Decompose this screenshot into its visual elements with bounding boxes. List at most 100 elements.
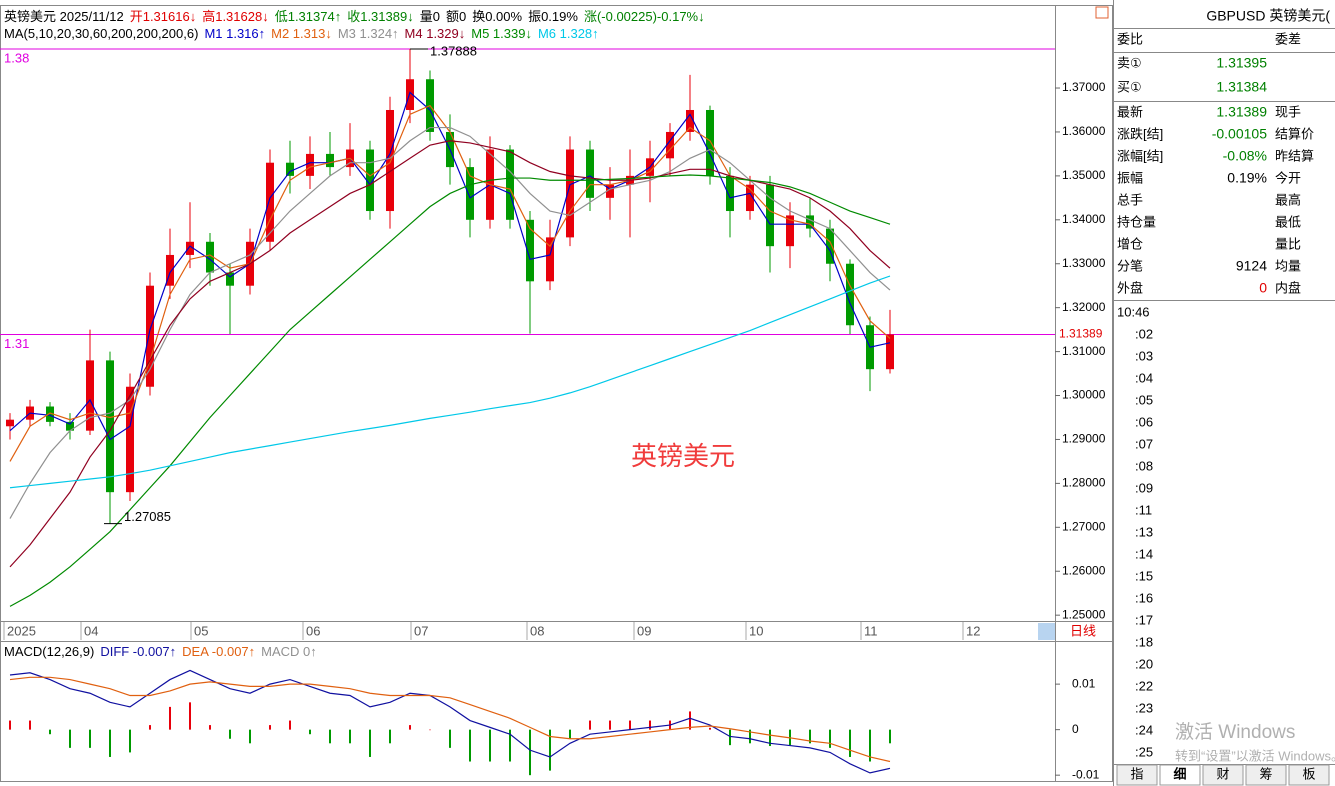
x-tick-label: 09 [637,623,651,638]
panel-tab[interactable]: 指 [1116,764,1158,786]
y-tick-label: 1.26000 [1062,563,1106,577]
tick-time: :05 [1135,392,1153,407]
os-watermark: 转到“设置”以激活 Windows。 [1175,748,1335,763]
y-tick-label: -0.01 [1072,767,1100,781]
tick-time: 10:46 [1117,304,1150,319]
panel-tab[interactable]: 财 [1202,764,1244,786]
x-tick-label: 07 [414,623,428,638]
macd-bar [549,729,551,771]
macd-bar [149,725,151,730]
ma-legend: MA(5,10,20,30,60,200,200,200,6) M1 1.316↑… [4,26,599,41]
quote-field: 涨(-0.00225)-0.17%↓ [583,9,705,24]
tick-time: :25 [1135,744,1153,759]
candle-body [466,167,474,220]
ma-legend-item: M3 1.324↑ [337,26,399,41]
macd-bar [169,706,171,730]
candle-body [766,184,774,247]
candle-body [706,109,714,176]
candle-body [826,228,834,264]
quote-field: 换0.00% [472,9,523,24]
candle-body [786,215,794,247]
candle-body [306,153,314,176]
candle-body [86,360,94,431]
quote-field: 英镑美元 2025/11/12 [4,9,124,24]
macd-legend-item: DIFF -0.007↑ [100,644,177,659]
field-label: 均量 [1275,258,1301,273]
field-label: 外盘 [1117,280,1143,295]
macd-bar [49,729,51,735]
panel-tab[interactable]: 细 [1159,764,1201,786]
candle-body [6,419,14,427]
ma-line [9,104,891,462]
tab-label: 财 [1216,766,1229,781]
tick-time: :07 [1135,436,1153,451]
macd-bar [249,729,251,744]
panel-tab[interactable]: 板 [1288,764,1330,786]
y-tick-label: 1.37000 [1062,80,1106,94]
tab-box [1202,764,1244,786]
tab-label: 板 [1302,766,1315,781]
field-label: 现手 [1275,104,1301,119]
quote-field: 开1.31616↓ [129,9,197,24]
y-tick-label: 1.25000 [1062,607,1106,621]
field-label: 委差 [1275,31,1301,46]
macd-bar [409,725,411,730]
field-label: 增仓 [1117,236,1143,251]
field-value: 1.31384 [1216,79,1267,95]
y-tick-label: 1.35000 [1062,168,1106,182]
x-tick-label: 08 [530,623,544,638]
tick-time: :02 [1135,326,1153,341]
field-label: 今开 [1275,170,1301,185]
macd-bar [509,729,511,762]
tick-time: :18 [1135,634,1153,649]
field-label: 昨结算 [1275,148,1314,163]
ma-line [9,91,891,441]
macd-line [9,669,891,774]
panel-tab[interactable]: 筹 [1245,764,1287,786]
field-label: 结算价 [1275,126,1314,141]
macd-bar [589,720,591,730]
macd-legend: MACD(12,26,9) DIFF -0.007↑ DEA -0.007↑ MACD… [4,644,317,659]
y-tick-label: 1.33000 [1062,256,1106,270]
field-value: -0.00105 [1212,126,1267,142]
y-tick-label: 1.34000 [1062,212,1106,226]
macd-bar [849,729,851,757]
x-tick-label: 06 [306,623,320,638]
tick-time: :22 [1135,678,1153,693]
candle-body [66,421,74,431]
tick-time: :09 [1135,480,1153,495]
y-tick-label: 1.28000 [1062,476,1106,490]
macd-bar [289,720,291,730]
field-label: 委比 [1117,31,1143,46]
tab-label: 指 [1130,766,1143,781]
ma-line [9,140,891,568]
candle-body [506,149,514,220]
field-label: 买① [1117,79,1142,94]
macd-bar [189,702,191,730]
tick-time: :06 [1135,414,1153,429]
candle-body [326,153,334,168]
tick-time: :23 [1135,700,1153,715]
macd-bar [369,729,371,757]
macd-line [9,676,891,763]
candle-body [266,162,274,242]
macd-legend-item: MACD 0↑ [261,644,317,659]
field-label: 最低 [1275,214,1301,229]
candle-body [746,184,754,212]
candle-body [46,406,54,422]
ma-legend-item: M1 1.316↑ [204,26,266,41]
field-label: 分笔 [1117,258,1143,273]
field-label: 持仓量 [1117,214,1156,229]
field-label: 最高 [1275,192,1301,207]
y-tick-label: 1.32000 [1062,300,1106,314]
os-watermark: 激活 Windows [1175,721,1295,743]
field-label: 涨幅[结] [1117,148,1163,163]
tab-box [1245,764,1287,786]
candle-body [606,184,614,198]
candle-body [406,79,414,110]
tick-time: :14 [1135,546,1153,561]
tick-time: :04 [1135,370,1153,385]
scroll-thumb [1038,623,1055,640]
candle-body [546,237,554,282]
y-tick-label: 1.31000 [1062,344,1106,358]
